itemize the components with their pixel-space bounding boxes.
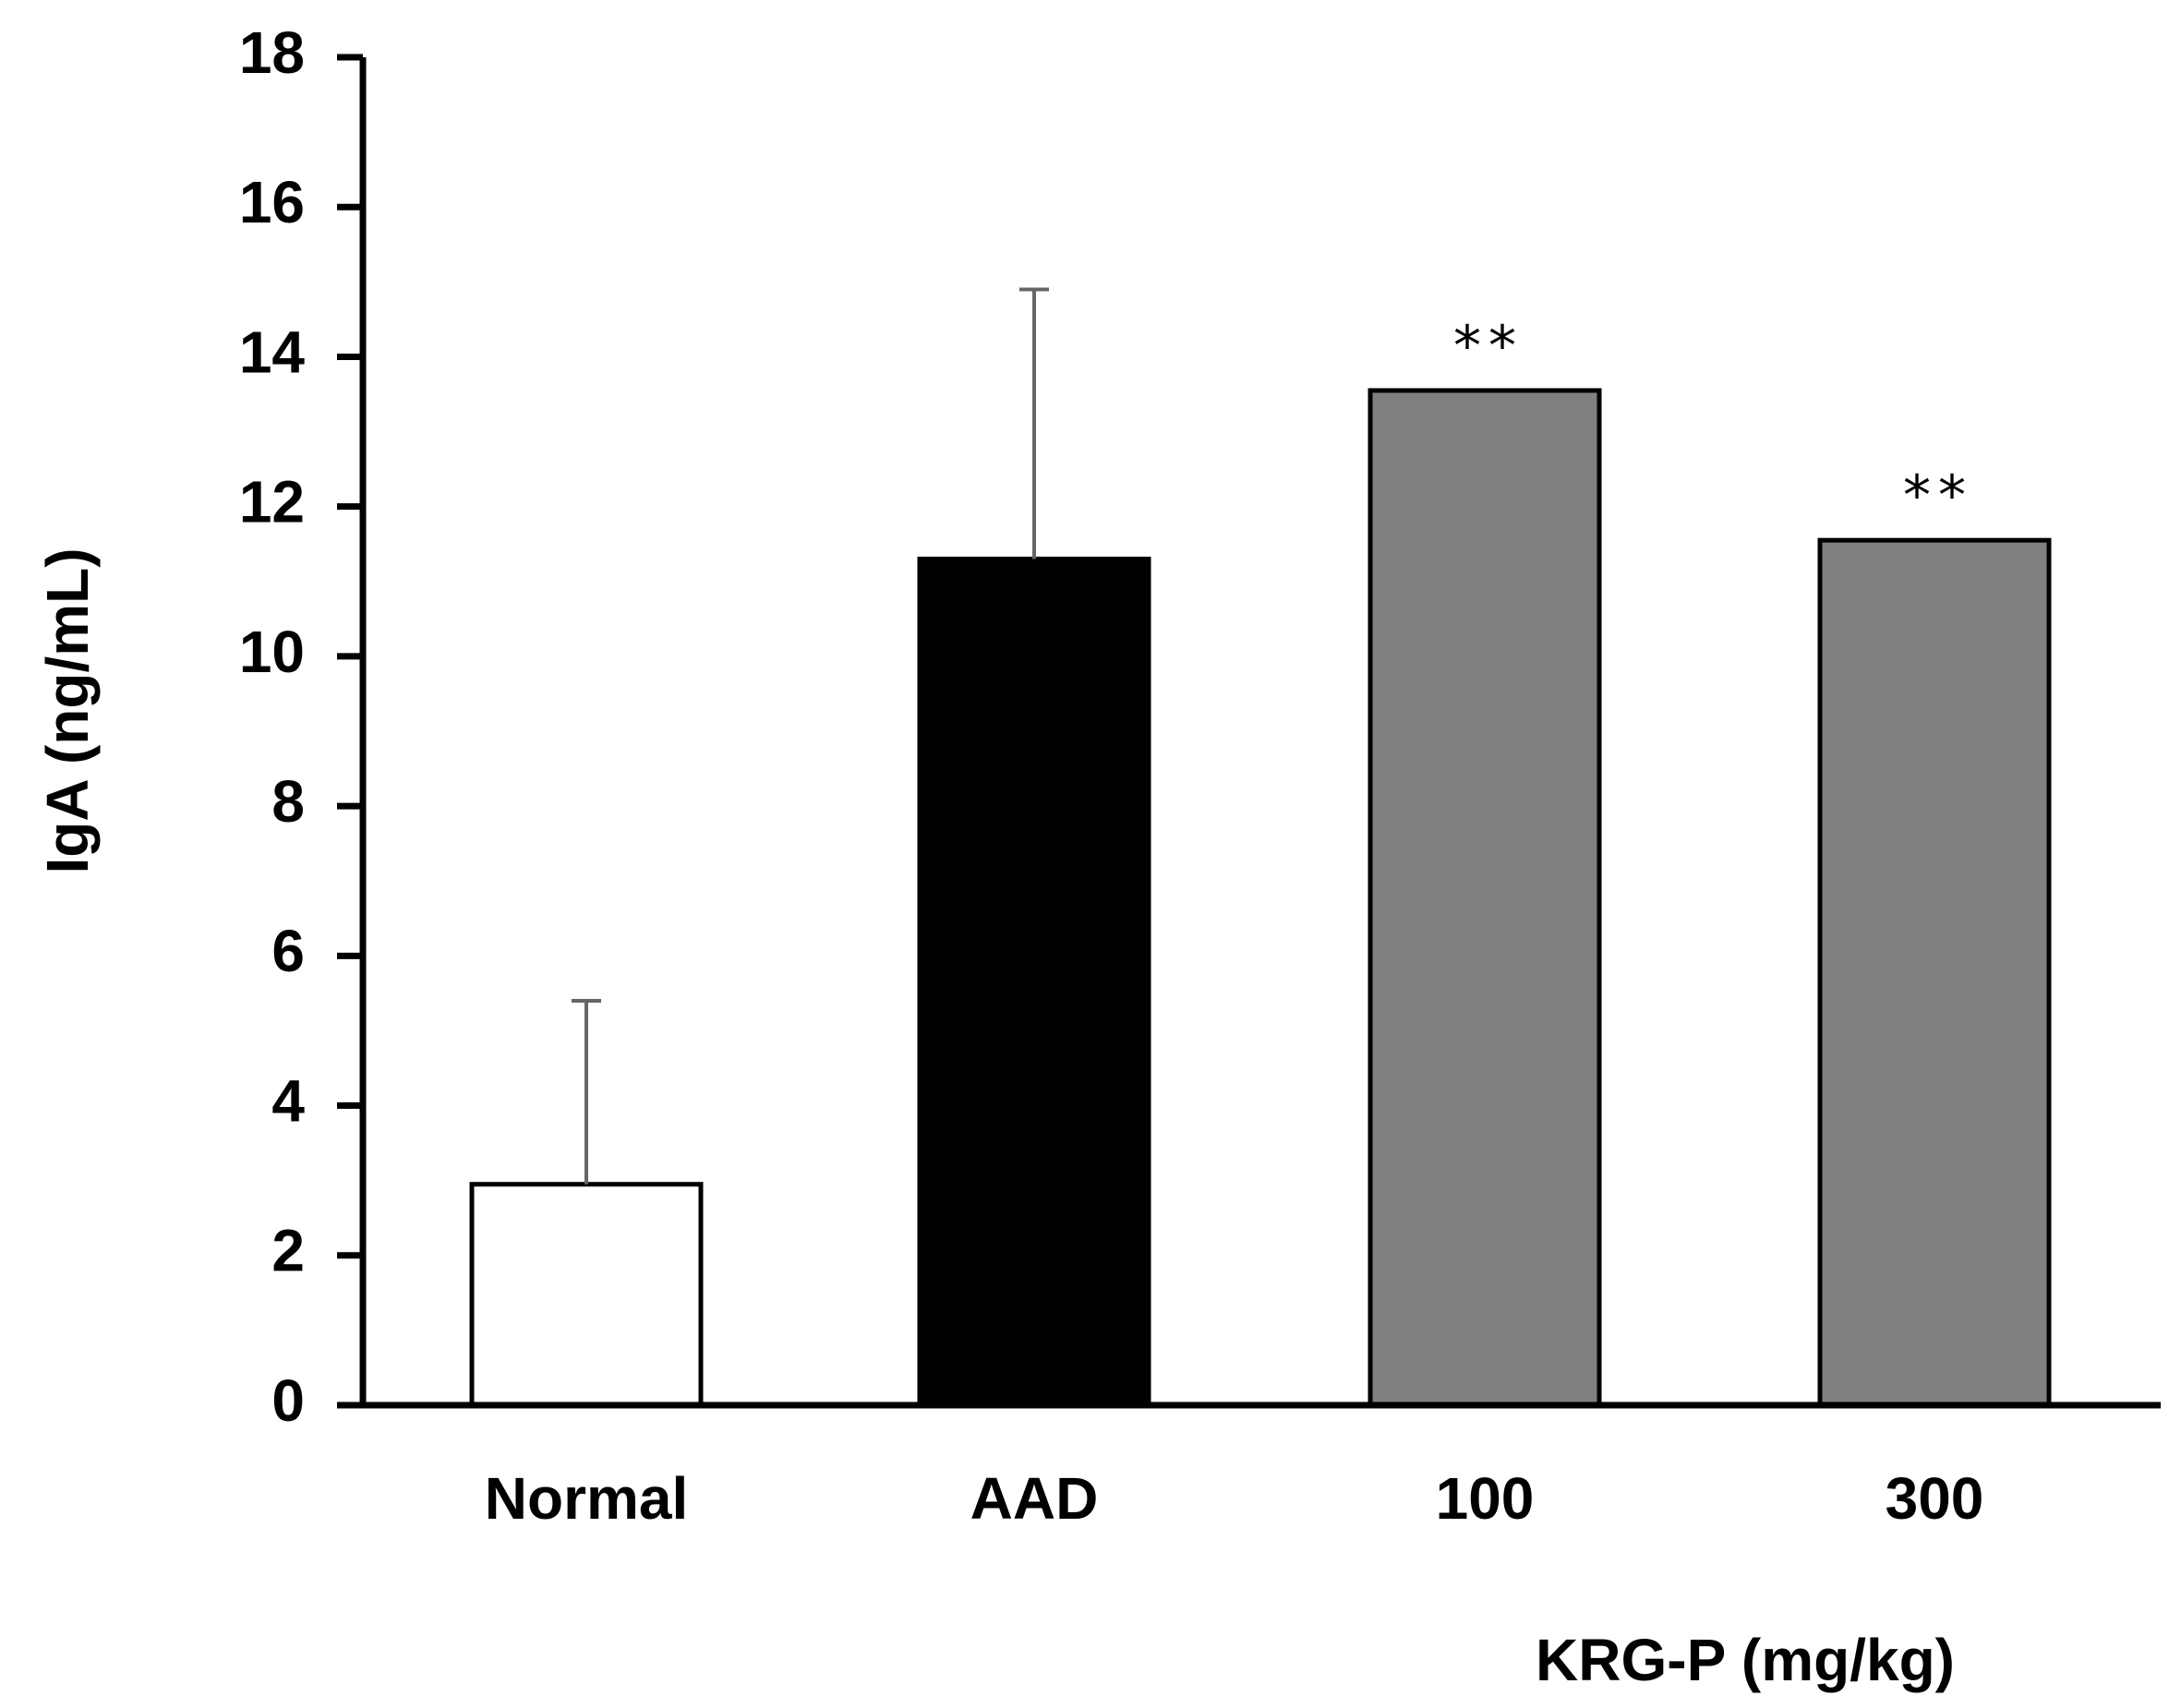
y-tick-label: 14: [239, 319, 306, 385]
y-tick-label: 0: [271, 1367, 305, 1434]
x-category-label: AAD: [970, 1465, 1099, 1532]
y-axis-title: IgA (ng/mL): [34, 547, 101, 873]
significance-marker: **: [1903, 463, 1973, 528]
error-bars-layer: [572, 287, 1049, 1185]
bars-layer: [469, 388, 2052, 1408]
bar-100: [1368, 388, 1602, 1408]
bar-normal: [469, 1182, 704, 1408]
y-tick-label: 6: [271, 918, 305, 984]
bar-aad: [917, 556, 1151, 1408]
y-tick-label: 12: [239, 469, 305, 535]
x-category-label: 100: [1436, 1465, 1535, 1532]
labels-layer: Normal AAD 100 ** 300 **: [485, 314, 1984, 1532]
x-category-label: Normal: [485, 1465, 689, 1532]
x-category-label: 300: [1886, 1465, 1984, 1532]
y-tick-label: 8: [271, 768, 305, 835]
axes-layer: [337, 57, 2161, 1409]
y-tick-label: 2: [271, 1218, 305, 1284]
significance-marker: **: [1453, 314, 1524, 379]
y-ticks-layer: 0 2 4 6 8 10 12 14 16 18: [239, 19, 363, 1434]
y-tick-label: 10: [239, 619, 305, 685]
bar-300: [1817, 537, 2052, 1408]
x-axis-title: KRG-P (mg/kg): [1536, 1627, 1955, 1693]
y-tick-label: 18: [239, 19, 305, 86]
y-tick-label: 4: [271, 1067, 305, 1134]
y-tick-label: 16: [239, 169, 305, 235]
